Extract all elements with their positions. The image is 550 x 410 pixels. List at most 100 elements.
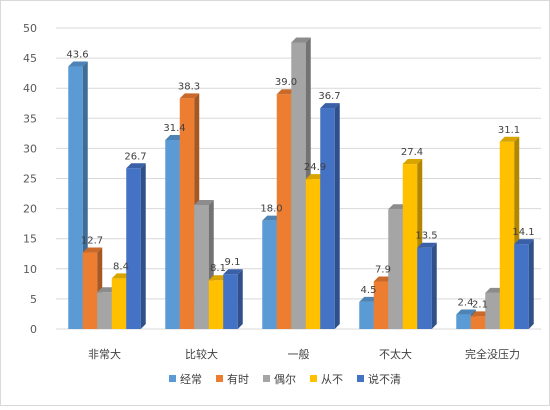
data-labels: 43.6 12.7 8.4 26.7 31.4 38.3 8.19.1 18.0 39.0 24.… [66, 50, 534, 311]
bar-top [514, 239, 534, 245]
y-axis-ticks: 0 5 10 15 20 25 30 35 40 45 50 [23, 22, 37, 336]
data-label: 31.4 [163, 123, 185, 134]
x-tick-label: 一般 [288, 348, 310, 361]
bar-front [179, 98, 195, 330]
data-label: 43.6 [66, 50, 88, 61]
data-label: 38.3 [178, 81, 200, 92]
bar-top [320, 103, 340, 109]
bar-front [126, 168, 141, 329]
data-label: 12.7 [81, 236, 103, 247]
bar [126, 163, 146, 329]
bar-side [334, 103, 340, 329]
bar [417, 242, 437, 329]
bars [68, 37, 534, 330]
y-tick-label: 0 [30, 323, 37, 336]
data-label: 24.9 [304, 162, 326, 173]
bar-front [223, 274, 238, 329]
bar-front [305, 179, 321, 329]
bar-top [68, 61, 88, 67]
bar-top [499, 136, 520, 142]
bar-top [179, 93, 200, 99]
x-tick-label: 完全没压力 [465, 347, 520, 361]
bar-top [402, 159, 423, 165]
bar-front [388, 209, 403, 329]
data-label: 2.1 [472, 299, 488, 310]
bar-front [470, 316, 486, 329]
bar-front [456, 314, 471, 329]
bar-front [262, 220, 277, 329]
bar [223, 269, 243, 329]
bar-front [165, 139, 180, 329]
bar [320, 103, 340, 329]
y-tick-label: 5 [30, 293, 37, 306]
data-label: 31.1 [498, 125, 520, 136]
data-label: 26.7 [124, 151, 146, 162]
data-label: 14.1 [512, 227, 534, 238]
bar-front [276, 94, 292, 329]
legend-label: 从不 [321, 373, 343, 386]
bar-top [194, 199, 214, 205]
data-label: 8.1 [210, 263, 226, 274]
legend-label: 经常 [180, 373, 202, 386]
bar-front [373, 281, 389, 329]
x-tick-label: 不太大 [379, 347, 412, 361]
data-label: 4.5 [361, 285, 377, 296]
legend-swatch [263, 375, 270, 382]
y-tick-label: 40 [23, 82, 37, 95]
bar-front [359, 301, 374, 329]
data-label: 8.4 [113, 261, 129, 272]
bar [514, 239, 534, 329]
bar-side [431, 242, 437, 329]
x-axis-ticks: 非常大 比较大 一般 不太大 完全没压力 [88, 347, 520, 361]
bar-front [320, 108, 335, 329]
data-label: 36.7 [318, 91, 340, 102]
bar-top [456, 309, 476, 315]
bar [402, 159, 423, 329]
data-label: 2.4 [458, 298, 474, 309]
bar-top [417, 242, 437, 248]
data-label: 9.1 [225, 257, 241, 268]
bar-side [528, 239, 534, 329]
x-tick-label: 比较大 [185, 347, 218, 361]
y-tick-label: 35 [23, 112, 37, 125]
data-label: 7.9 [375, 264, 391, 275]
bar-front [68, 66, 83, 329]
bar-front [291, 42, 306, 329]
legend-swatch [310, 375, 317, 382]
bar-front [417, 247, 432, 329]
bar-front [402, 164, 418, 329]
bar-front [208, 280, 224, 329]
legend: 经常 有时 偶尔 从不 说不清 [169, 372, 401, 386]
x-tick-label: 非常大 [88, 347, 121, 361]
bar-front [485, 292, 500, 329]
y-tick-label: 20 [23, 203, 37, 216]
bar-front [111, 278, 127, 329]
bar-top [291, 37, 311, 43]
bar-top [223, 269, 243, 275]
bar-front [82, 252, 98, 329]
bar-side [237, 269, 243, 329]
y-tick-label: 45 [23, 52, 37, 65]
bar-top [82, 247, 103, 253]
legend-label: 偶尔 [274, 373, 296, 386]
y-tick-label: 30 [23, 142, 37, 155]
bar-front [514, 244, 529, 329]
data-label: 13.5 [415, 231, 437, 242]
bar-top [126, 163, 146, 169]
bar-front [499, 141, 515, 329]
legend-label: 有时 [227, 372, 249, 386]
bar-side [140, 163, 146, 329]
y-tick-label: 50 [23, 22, 37, 35]
bar-front [97, 292, 112, 329]
legend-swatch [216, 375, 223, 382]
legend-label: 说不清 [368, 372, 401, 386]
y-tick-label: 10 [23, 263, 37, 276]
data-label: 27.4 [401, 147, 423, 158]
bar-front [194, 204, 209, 329]
y-tick-label: 25 [23, 173, 37, 186]
data-label: 18.0 [260, 204, 282, 215]
legend-swatch [169, 375, 176, 382]
legend-swatch [357, 375, 364, 382]
